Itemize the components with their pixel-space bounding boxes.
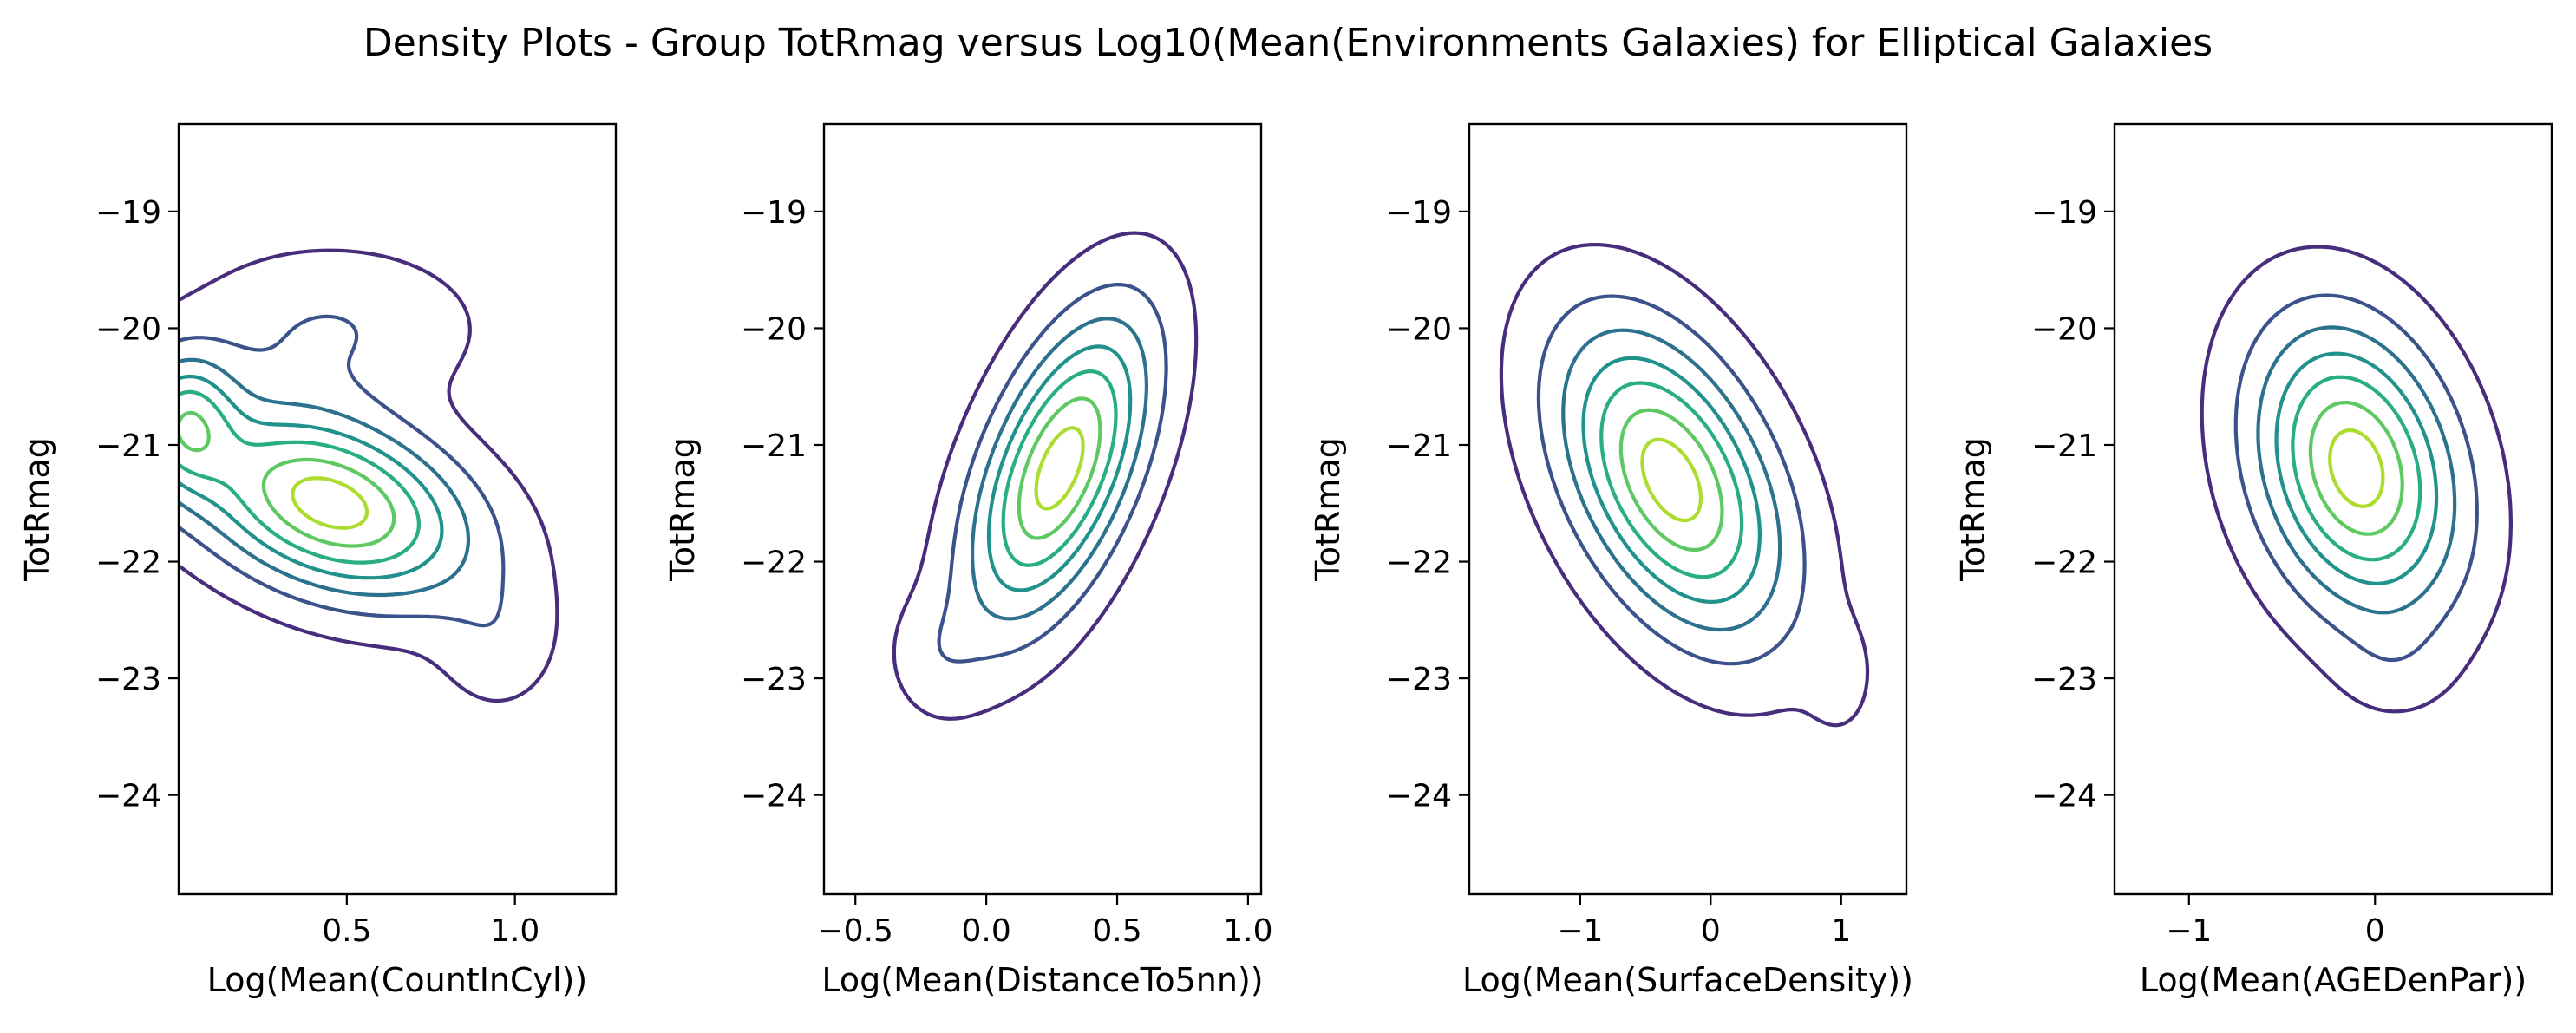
y-axis-label: TotRmag <box>1309 437 1347 582</box>
contour-level-3 <box>1561 328 1782 632</box>
x-tick-label: 1 <box>1831 913 1851 949</box>
panel-1: −19 −20 −21 −22 −23 −24 0.5 1.0 Log(Mean(CountIn… <box>18 122 618 999</box>
contour-level-7 <box>2328 428 2385 508</box>
contours-4 <box>2200 245 2513 714</box>
contours-1 <box>179 248 559 703</box>
y-tick-label: −19 <box>2031 195 2097 231</box>
contour-level-5 <box>1001 369 1118 567</box>
contour-level-3 <box>2256 325 2457 615</box>
axes-frame <box>177 122 618 896</box>
x-tick-label: 0 <box>1701 913 1721 949</box>
x-tick-label: 1.0 <box>490 913 539 949</box>
contour-level-3 <box>971 317 1148 621</box>
panel-4: −19 −20 −21 −22 −23 −24 −1 0 Log(Mean(AGEDenPar)… <box>1954 122 2553 999</box>
y-tick-label: −21 <box>1386 428 1452 464</box>
contour-level-2 <box>937 283 1168 664</box>
y-axis-label: TotRmag <box>18 437 56 582</box>
x-tick-label: 1.0 <box>1223 913 1272 949</box>
y-tick-label: −24 <box>2031 779 2097 814</box>
contour-level-7 <box>1034 426 1085 511</box>
y-axis-label: TotRmag <box>664 437 702 582</box>
contour-level-6 <box>2308 401 2404 536</box>
y-tick-label: −23 <box>2031 662 2097 697</box>
contour-level-4 <box>1581 356 1762 604</box>
x-axis-label: Log(Mean(CountInCyl)) <box>207 961 587 999</box>
y-tick-label: −22 <box>95 546 161 581</box>
contour-level-7 <box>1640 437 1703 523</box>
panels-group: −19 −20 −21 −22 −23 −24 0.5 1.0 Log(Mean(CountIn… <box>18 122 2553 999</box>
x-tick-label: −1 <box>1557 913 1603 949</box>
y-tick-label: −21 <box>95 428 161 464</box>
y-tick-label: −22 <box>1386 546 1452 581</box>
contour-level-1 <box>179 248 559 703</box>
y-tick-label: −20 <box>95 311 161 347</box>
contour-level-1 <box>2200 245 2513 714</box>
contour-level-2 <box>1536 294 1807 666</box>
contour-level-6 <box>1017 396 1102 540</box>
figure-title: Density Plots - Group TotRmag versus Log… <box>363 21 2213 65</box>
contour-level-1 <box>1499 243 1870 728</box>
x-tick-label: 0.0 <box>961 913 1010 949</box>
axes-frame <box>2113 122 2553 896</box>
y-tick-label: −24 <box>95 779 161 814</box>
y-tick-label: −22 <box>2031 546 2097 581</box>
y-tick-label: −19 <box>741 195 807 231</box>
panel-2: −19 −20 −21 −22 −23 −24 −0.5 0.0 0.5 1.0 Log(Mean(… <box>664 122 1273 999</box>
y-tick-label: −21 <box>2031 428 2097 464</box>
y-tick-label: −23 <box>741 662 807 697</box>
x-tick-label: 0 <box>2365 913 2385 949</box>
contour-level-2 <box>179 314 506 628</box>
y-tick-label: −24 <box>1386 779 1452 814</box>
y-axis-label: TotRmag <box>1954 437 1992 582</box>
contour-level-4 <box>986 344 1133 592</box>
x-axis-label: Log(Mean(AGEDenPar)) <box>2140 961 2527 999</box>
x-tick-label: −1 <box>2166 913 2212 949</box>
x-tick-label: −0.5 <box>818 913 893 949</box>
contour-level-1 <box>892 231 1199 721</box>
y-tick-label: −20 <box>2031 311 2097 347</box>
contour-level-4 <box>2274 351 2439 585</box>
y-tick-label: −22 <box>741 546 807 581</box>
y-tick-label: −19 <box>1386 195 1452 231</box>
contour-level-2 <box>2233 293 2479 663</box>
contour-level-5 <box>1599 381 1744 579</box>
y-tick-label: −23 <box>1386 662 1452 697</box>
contour-level-6 <box>1618 408 1724 552</box>
y-tick-label: −20 <box>741 311 807 347</box>
axes-frame <box>1468 122 1908 896</box>
x-axis-label: Log(Mean(SurfaceDensity)) <box>1462 961 1913 999</box>
y-tick-label: −21 <box>741 428 807 464</box>
contour-level-4 <box>179 374 444 580</box>
contour-level-7 <box>291 476 369 530</box>
contours-2 <box>892 231 1199 721</box>
y-tick-label: −23 <box>95 662 161 697</box>
panel-3: −19 −20 −21 −22 −23 −24 −1 0 1 Log(Mean(SurfaceDe… <box>1309 122 1913 999</box>
contour-level-5 <box>2291 375 2422 562</box>
contours-3 <box>1499 243 1870 728</box>
x-tick-label: 0.5 <box>1092 913 1141 949</box>
x-axis-label: Log(Mean(DistanceTo5nn)) <box>821 961 1263 999</box>
y-tick-label: −24 <box>741 779 807 814</box>
x-tick-label: 0.5 <box>322 913 371 949</box>
y-tick-label: −20 <box>1386 311 1452 347</box>
axes-frame <box>822 122 1263 896</box>
contour-level-3 <box>179 357 471 598</box>
contour-level-5 <box>179 389 421 565</box>
y-tick-label: −19 <box>95 195 161 231</box>
